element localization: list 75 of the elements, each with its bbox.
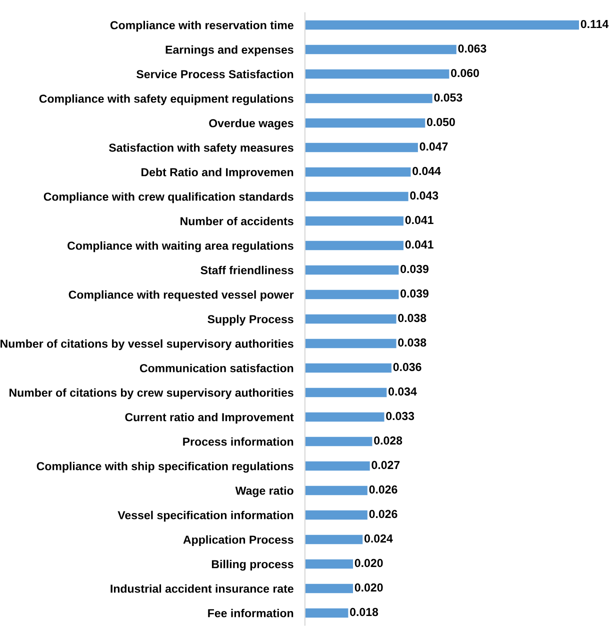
data-label: 0.047 — [420, 142, 448, 151]
data-label: 0.020 — [354, 558, 383, 568]
y-tick-label: Compliance with waiting area regulations — [68, 241, 294, 252]
bar — [304, 486, 368, 496]
y-tick-label: Number of citations by crew supervisory authorities — [10, 388, 294, 400]
bar — [304, 608, 348, 618]
data-label: 0.039 — [400, 289, 429, 298]
bar — [304, 192, 408, 202]
y-tick-label: Compliance with requested vessel power — [68, 290, 294, 302]
y-tick-label: Satisfaction with safety measures — [109, 143, 294, 154]
bar — [304, 265, 399, 275]
bar — [304, 461, 370, 471]
y-tick-label: Compliance with crew qualification standards — [44, 192, 294, 204]
y-tick-label: Billing process — [212, 560, 294, 571]
data-label: 0.024 — [364, 534, 393, 543]
bar — [304, 584, 354, 594]
bar — [304, 436, 372, 446]
y-tick-label: Debt Ratio and Improvemen — [142, 168, 294, 179]
y-tick-label: Number of accidents — [180, 216, 294, 226]
data-label: 0.036 — [393, 362, 422, 372]
data-label: 0.044 — [412, 166, 441, 176]
bar — [304, 510, 368, 520]
y-tick-label: Earnings and expenses — [166, 45, 294, 56]
bar — [304, 142, 418, 152]
bar — [304, 290, 399, 300]
y-tick-label: Compliance with safety equipment regulations — [39, 94, 294, 106]
bar — [304, 559, 354, 569]
bar — [304, 118, 426, 128]
y-tick-label: Process information — [183, 437, 294, 446]
data-label: 0.050 — [426, 118, 455, 126]
bar — [304, 216, 404, 226]
y-tick-label: Supply Process — [208, 314, 294, 326]
bar — [304, 20, 580, 30]
bar — [304, 240, 404, 250]
data-label: 0.063 — [458, 44, 486, 53]
bar — [304, 69, 450, 79]
data-label: 0.020 — [354, 583, 383, 592]
data-label: 0.041 — [405, 216, 434, 224]
data-label: 0.033 — [386, 412, 414, 420]
y-tick-label: Number of citations by vessel supervisory authorities — [0, 339, 294, 350]
bar — [304, 534, 363, 544]
data-label: 0.028 — [374, 436, 402, 445]
bar — [304, 167, 411, 177]
data-label: 0.038 — [398, 314, 426, 322]
data-label: 0.114 — [580, 20, 609, 28]
data-label: 0.038 — [398, 338, 426, 347]
y-tick-label: Staff friendliness — [200, 266, 294, 274]
bar — [304, 314, 396, 324]
data-label: 0.039 — [400, 264, 429, 274]
bar — [304, 412, 384, 422]
data-label: 0.060 — [451, 68, 479, 78]
y-tick-label: Application Process — [183, 535, 294, 546]
bar — [304, 94, 432, 104]
data-label: 0.043 — [410, 191, 438, 200]
y-tick-label: Wage ratio — [235, 486, 294, 498]
y-tick-label: Industrial accident insurance rate — [110, 584, 294, 593]
bar — [304, 388, 387, 398]
data-label: 0.026 — [369, 485, 398, 494]
data-label: 0.027 — [372, 460, 400, 470]
bar — [304, 338, 396, 348]
y-tick-label: Fee information — [208, 608, 294, 618]
y-tick-label: Overdue wages — [209, 118, 294, 130]
bar — [304, 363, 392, 373]
data-label: 0.034 — [388, 387, 417, 396]
bar — [304, 44, 456, 54]
data-label: 0.026 — [369, 510, 398, 518]
y-tick-label: Communication satisfaction — [140, 364, 294, 372]
data-label: 0.041 — [405, 240, 434, 249]
data-label: 0.018 — [350, 608, 378, 616]
y-tick-label: Service Process Satisfaction — [136, 70, 294, 78]
y-tick-label: Compliance with reservation time — [110, 20, 294, 32]
data-label: 0.053 — [434, 93, 462, 102]
y-tick-label: Current ratio and Improvement — [125, 412, 294, 424]
y-tick-label: Compliance with ship specification regulations — [36, 462, 294, 473]
y-tick-label: Vessel specification information — [118, 510, 294, 522]
